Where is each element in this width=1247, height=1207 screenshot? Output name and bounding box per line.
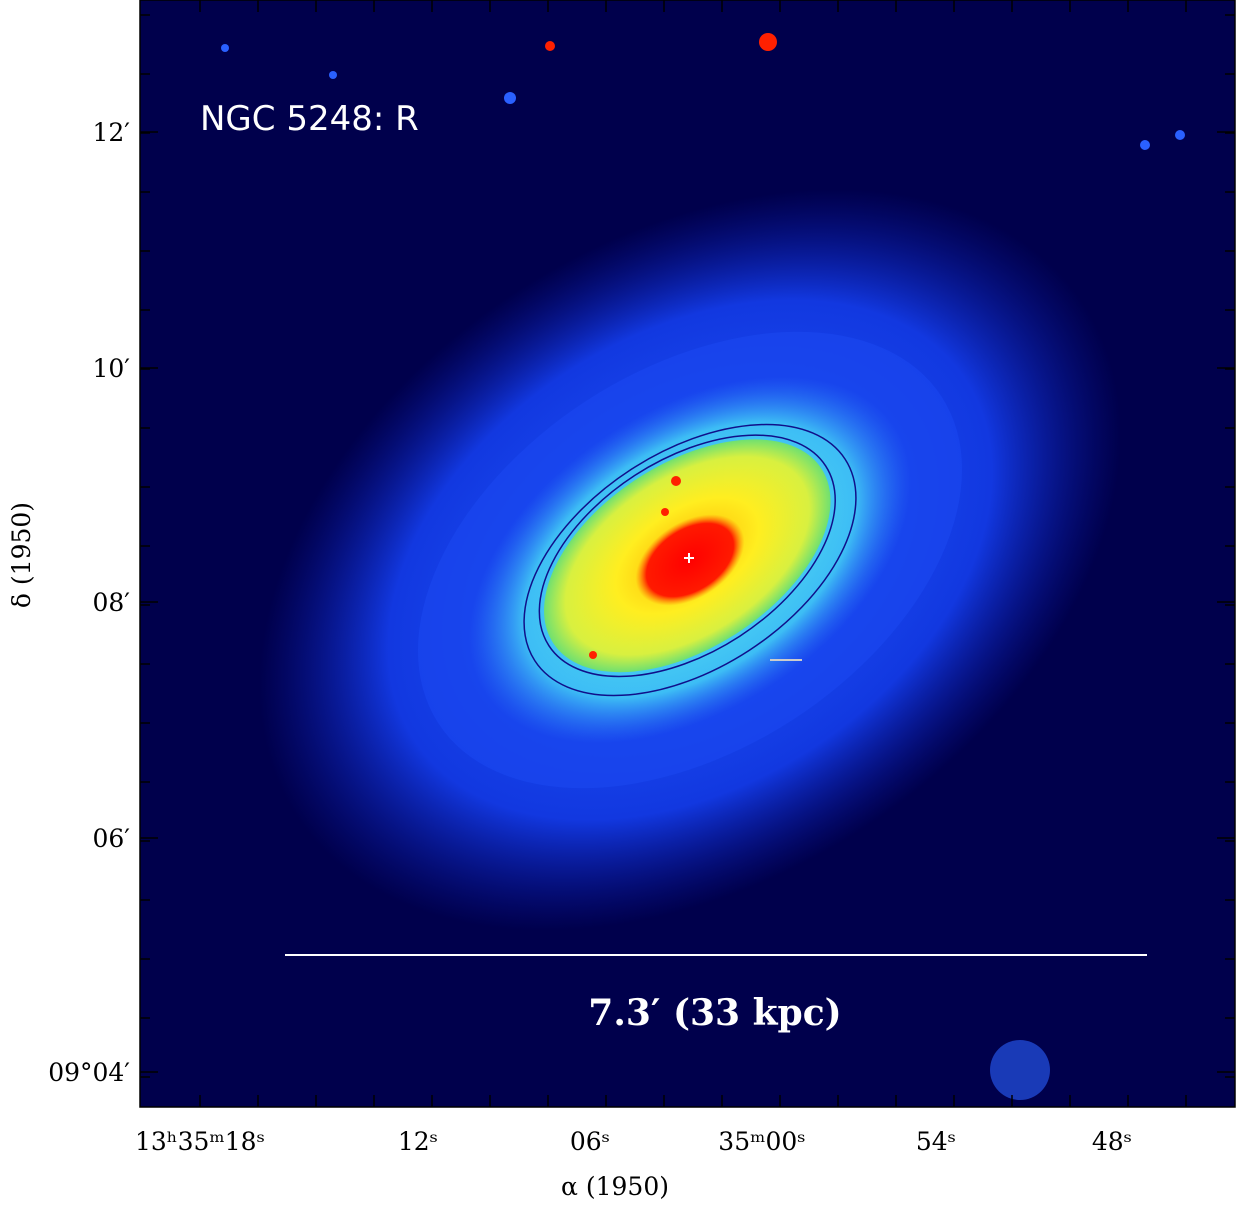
- image-label: NGC 5248: R: [200, 99, 419, 139]
- x-tick-label: 13ʰ35ᵐ18ˢ: [135, 1127, 265, 1156]
- y-tick-label: 09°04′: [48, 1058, 130, 1087]
- ticks: 13ʰ35ᵐ18ˢ 12ˢ 06ˢ 35ᵐ00ˢ 54ˢ 48ˢ 12′ 10′ 08′ 06′ 0…: [48, 0, 1235, 1156]
- x-axis-label: α (1950): [561, 1172, 669, 1201]
- faint-stars: [221, 44, 1185, 1100]
- x-tick-label: 12ˢ: [398, 1127, 438, 1156]
- scale-bar-label: 7.3′ (33 kpc): [588, 992, 841, 1034]
- x-tick-label: 06ˢ: [570, 1127, 610, 1156]
- x-tick-label: 54ˢ: [916, 1127, 956, 1156]
- stars: [545, 33, 777, 659]
- y-tick-label: 10′: [93, 354, 131, 383]
- y-tick-label: 08′: [93, 588, 131, 617]
- y-tick-label: 12′: [93, 118, 131, 147]
- y-axis-label: δ (1950): [7, 502, 36, 608]
- center-cross: [684, 553, 694, 563]
- frame: [139, 0, 1236, 1108]
- y-tick-label: 06′: [93, 824, 131, 853]
- x-tick-label: 35ᵐ00ˢ: [718, 1127, 805, 1156]
- x-tick-label: 48ˢ: [1092, 1127, 1132, 1156]
